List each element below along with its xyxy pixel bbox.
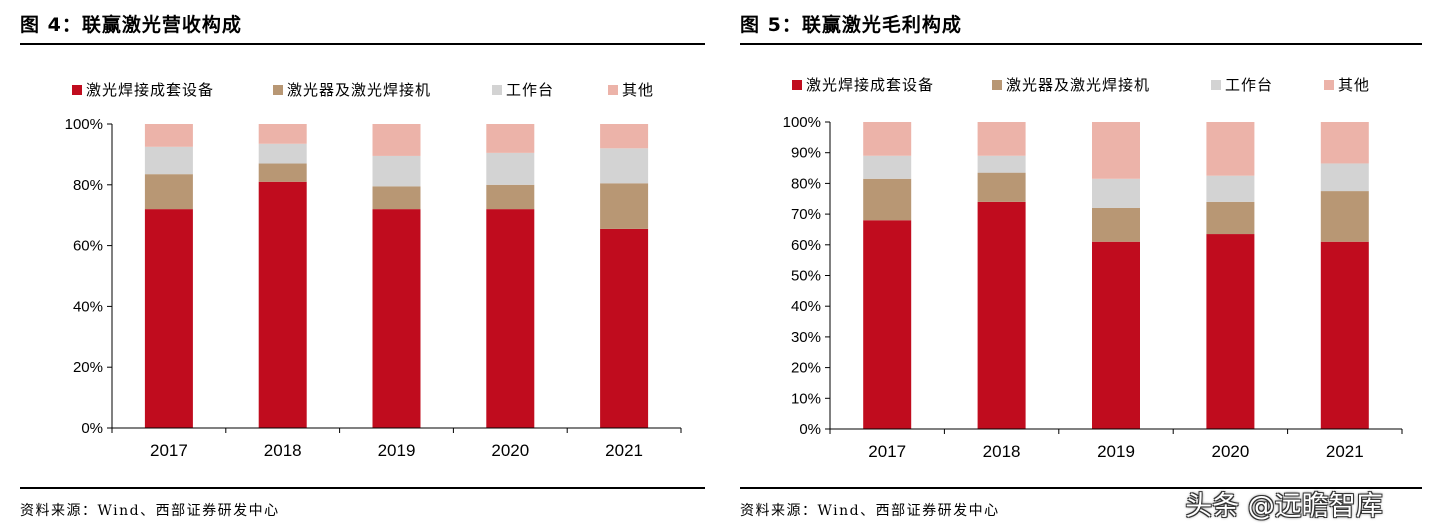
y-tick-label: 90% bbox=[791, 145, 821, 162]
bar-segment bbox=[977, 122, 1026, 156]
bar-segment bbox=[1092, 207, 1140, 242]
bar-segment bbox=[1206, 234, 1255, 429]
x-tick-label: 2020 bbox=[1211, 442, 1249, 461]
x-tick-label: 2019 bbox=[1097, 442, 1135, 461]
legend-label: 激光器及激光焊接机 bbox=[1006, 76, 1150, 94]
y-tick-label: 50% bbox=[791, 268, 821, 285]
y-tick-label: 0% bbox=[81, 420, 103, 437]
bar-segment bbox=[258, 143, 307, 164]
bar-segment bbox=[258, 181, 307, 428]
bar-segment bbox=[977, 155, 1026, 173]
bar-segment bbox=[144, 209, 193, 428]
bar-segment bbox=[1092, 241, 1140, 429]
bar-segment bbox=[372, 209, 421, 428]
x-tick-label: 2017 bbox=[868, 442, 906, 461]
legend-label: 工作台 bbox=[506, 81, 554, 99]
legend-label: 激光焊接成套设备 bbox=[806, 76, 934, 94]
gross-profit-composition-chart: 激光焊接成套设备 激光器及激光焊接机 工作台 其他 0% 10% 20% 30% 40% 50% 6… bbox=[783, 76, 1403, 461]
y-tick-label: 60% bbox=[73, 238, 103, 255]
y-tick-label: 80% bbox=[791, 175, 821, 192]
legend-swatch bbox=[992, 80, 1002, 90]
bar-segment bbox=[1320, 122, 1369, 164]
x-tick-label: 2021 bbox=[605, 441, 643, 460]
figure-title: 图 5：联赢激光毛利构成 bbox=[740, 14, 962, 36]
bar-segment bbox=[1206, 201, 1255, 235]
bar-segment bbox=[600, 183, 649, 229]
revenue-composition-chart: 激光焊接成套设备 激光器及激光焊接机 工作台 其他 0% 20% 40% 60% 80% 100%… bbox=[65, 81, 682, 460]
y-tick-label: 100% bbox=[783, 114, 821, 131]
bar-segment bbox=[258, 163, 307, 182]
chart-panel-revenue: 图 4：联赢激光营收构成 激光焊接成套设备 激光器及激光焊接机 工作台 其他 0% 20%… bbox=[20, 14, 705, 519]
bar-segment bbox=[1092, 122, 1140, 179]
y-tick-label: 10% bbox=[791, 390, 821, 407]
x-tick-label: 2021 bbox=[1326, 442, 1364, 461]
bar-segment bbox=[486, 124, 535, 153]
legend-swatch bbox=[608, 85, 618, 95]
bar-segment bbox=[1092, 178, 1140, 208]
bar-segment bbox=[977, 172, 1026, 202]
y-tick-label: 70% bbox=[791, 206, 821, 223]
x-tick-label: 2018 bbox=[983, 442, 1021, 461]
legend-swatch bbox=[1211, 80, 1221, 90]
legend-swatch bbox=[492, 85, 502, 95]
bar-segment bbox=[1206, 122, 1255, 176]
legend-swatch bbox=[72, 85, 82, 95]
bar-segment bbox=[372, 155, 421, 187]
y-tick-label: 20% bbox=[791, 360, 821, 377]
source-note: 资料来源：Wind、西部证券研发中心 bbox=[740, 503, 1000, 519]
bar-segment bbox=[258, 124, 307, 144]
bar-segment bbox=[486, 209, 535, 428]
y-tick-label: 60% bbox=[791, 237, 821, 254]
bar-segment bbox=[600, 124, 649, 149]
legend-label: 其他 bbox=[1338, 76, 1370, 94]
bar-segment bbox=[486, 152, 535, 185]
bar-segment bbox=[372, 186, 421, 210]
legend-label: 激光器及激光焊接机 bbox=[287, 81, 431, 99]
y-tick-label: 30% bbox=[791, 329, 821, 346]
source-rule bbox=[740, 487, 1422, 489]
title-rule bbox=[740, 43, 1422, 45]
bar-segment bbox=[863, 220, 912, 429]
bar-segment bbox=[863, 122, 912, 156]
y-tick-label: 40% bbox=[73, 298, 103, 315]
legend-swatch bbox=[1324, 80, 1334, 90]
bar-segment bbox=[600, 148, 649, 184]
title-rule bbox=[20, 43, 705, 45]
legend-swatch bbox=[792, 80, 802, 90]
bar-segment bbox=[372, 124, 421, 156]
bar-segment bbox=[863, 155, 912, 179]
source-rule bbox=[20, 487, 705, 489]
legend-swatch bbox=[273, 85, 283, 95]
bar-segment bbox=[600, 228, 649, 428]
bar-segment bbox=[1320, 191, 1369, 242]
y-tick-label: 20% bbox=[73, 359, 103, 376]
bar-segment bbox=[144, 174, 193, 210]
bar-segment bbox=[486, 184, 535, 210]
bar-segment bbox=[863, 178, 912, 221]
x-tick-label: 2017 bbox=[150, 441, 188, 460]
x-tick-label: 2018 bbox=[264, 441, 302, 460]
bar-segment bbox=[144, 146, 193, 175]
legend-label: 其他 bbox=[622, 81, 654, 99]
watermark: 头条 @远瞻智库 bbox=[1185, 490, 1383, 522]
figure-title: 图 4：联赢激光营收构成 bbox=[20, 14, 242, 36]
bar-segment bbox=[144, 124, 193, 147]
bar-segment bbox=[1320, 241, 1369, 429]
bar-segment bbox=[1206, 175, 1255, 202]
bar-segment bbox=[1320, 163, 1369, 192]
y-tick-label: 80% bbox=[73, 177, 103, 194]
legend-label: 工作台 bbox=[1225, 76, 1273, 94]
x-tick-label: 2019 bbox=[378, 441, 416, 460]
bar-segment bbox=[977, 201, 1026, 429]
source-note: 资料来源：Wind、西部证券研发中心 bbox=[20, 503, 280, 519]
y-tick-label: 40% bbox=[791, 298, 821, 315]
x-tick-label: 2020 bbox=[491, 441, 529, 460]
y-tick-label: 100% bbox=[65, 116, 103, 133]
legend-label: 激光焊接成套设备 bbox=[86, 81, 214, 99]
y-tick-label: 0% bbox=[799, 421, 821, 438]
chart-panel-gross-profit: 图 5：联赢激光毛利构成 激光焊接成套设备 激光器及激光焊接机 工作台 其他 0% 10%… bbox=[720, 0, 1430, 532]
